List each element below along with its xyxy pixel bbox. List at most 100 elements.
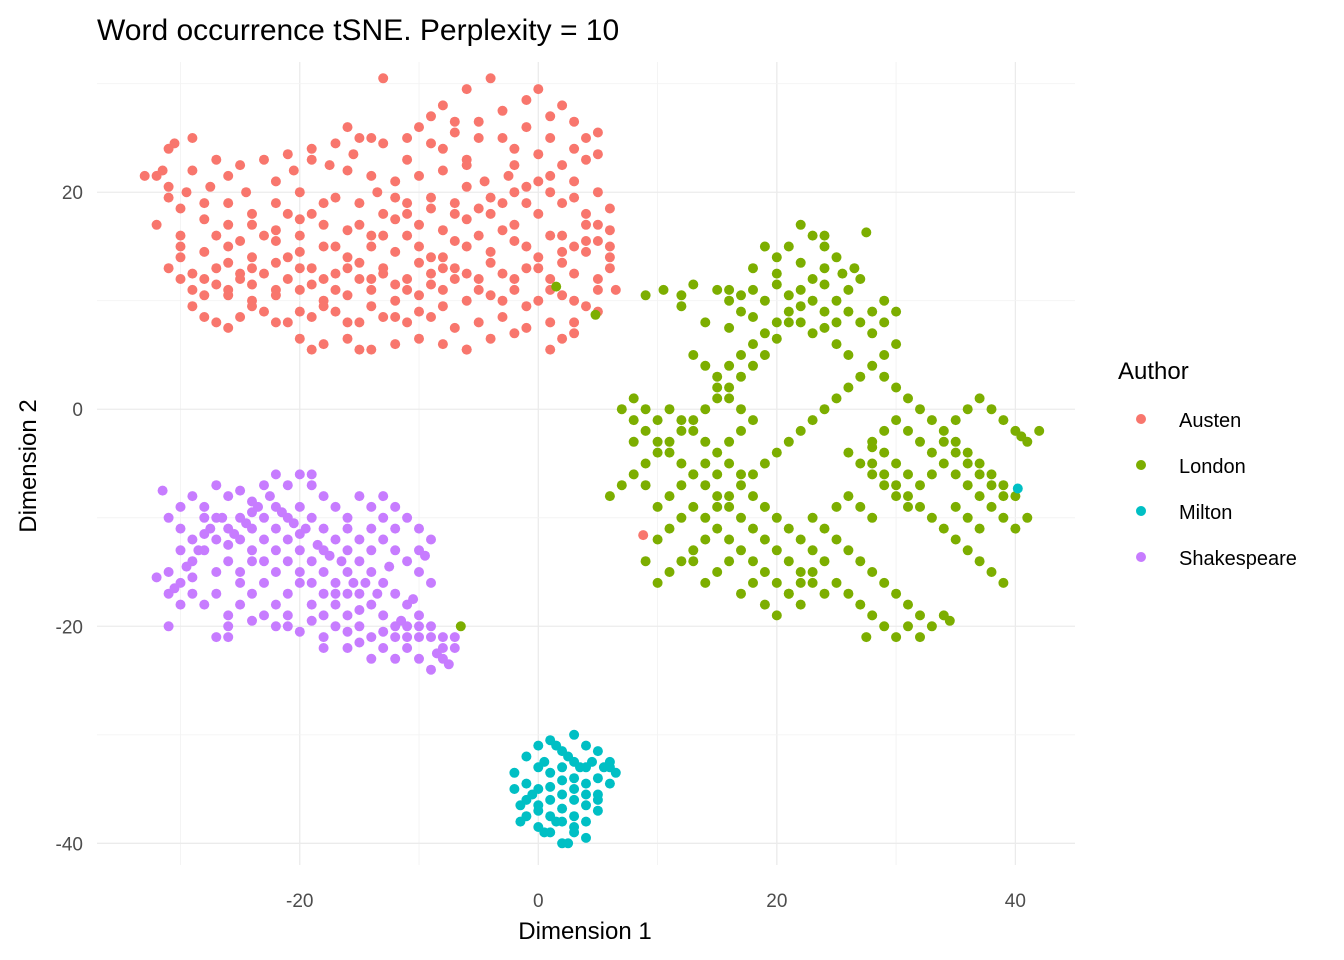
point-austen	[426, 252, 436, 263]
point-london	[795, 219, 806, 230]
point-shakespeare	[294, 567, 305, 577]
point-milton	[569, 794, 580, 805]
point-london	[807, 274, 818, 284]
point-austen	[402, 154, 413, 165]
point-london	[759, 567, 770, 577]
point-austen	[569, 192, 580, 203]
point-austen	[366, 241, 377, 252]
point-austen	[545, 170, 556, 181]
point-shakespeare	[187, 491, 198, 502]
point-london	[700, 436, 711, 447]
point-london	[795, 425, 806, 436]
point-austen	[223, 219, 234, 230]
point-austen	[503, 170, 514, 181]
point-austen	[509, 328, 520, 339]
point-austen	[545, 111, 556, 122]
point-shakespeare	[235, 577, 246, 588]
point-shakespeare	[187, 534, 198, 545]
point-austen	[270, 317, 281, 328]
point-london	[819, 322, 830, 333]
legend-key-austen	[1136, 414, 1146, 424]
point-austen	[318, 339, 329, 350]
point-london	[771, 317, 782, 328]
point-shakespeare	[330, 534, 341, 545]
point-london	[837, 268, 848, 279]
legend-items: Austen London Milton Shakespeare	[1136, 410, 1297, 570]
point-austen	[247, 263, 257, 274]
point-london	[640, 480, 651, 491]
point-london	[819, 230, 830, 241]
x-tick-label: -20	[286, 891, 313, 912]
point-austen	[461, 84, 472, 95]
point-london	[748, 577, 758, 588]
point-shakespeare	[366, 653, 377, 664]
point-austen	[402, 284, 413, 295]
point-london	[783, 436, 794, 447]
point-austen	[426, 268, 436, 279]
point-london	[652, 415, 663, 426]
point-shakespeare	[342, 588, 353, 599]
point-london	[551, 281, 562, 292]
point-london	[724, 436, 735, 447]
point-austen	[151, 219, 162, 230]
point-austen	[557, 160, 568, 171]
point-austen	[342, 165, 353, 176]
point-austen	[366, 344, 377, 355]
point-austen	[509, 143, 520, 154]
point-london	[974, 523, 985, 534]
point-london	[783, 588, 794, 599]
point-london	[831, 501, 842, 512]
point-austen	[378, 138, 389, 149]
point-austen	[414, 241, 424, 252]
point-milton	[569, 784, 580, 794]
point-austen	[557, 198, 568, 209]
point-shakespeare	[282, 534, 293, 545]
point-london	[819, 523, 830, 534]
point-austen	[342, 252, 353, 263]
point-shakespeare	[426, 621, 436, 632]
point-shakespeare	[294, 469, 305, 480]
point-london	[974, 458, 985, 469]
point-shakespeare	[294, 545, 305, 556]
point-austen	[306, 312, 317, 322]
point-austen	[199, 246, 210, 257]
point-austen	[509, 284, 520, 295]
point-austen	[473, 116, 484, 127]
point-austen	[294, 187, 305, 198]
point-milton	[509, 767, 520, 778]
point-austen	[402, 230, 413, 241]
point-london	[712, 382, 723, 393]
point-austen	[533, 208, 544, 219]
point-austen	[235, 160, 246, 171]
point-austen	[223, 257, 234, 268]
point-austen	[390, 295, 401, 306]
point-london	[795, 284, 806, 295]
point-austen	[592, 274, 603, 284]
point-shakespeare	[378, 626, 389, 637]
point-austen	[306, 263, 317, 274]
point-austen	[187, 133, 198, 143]
point-london	[843, 588, 854, 599]
point-london	[903, 469, 913, 480]
point-austen	[235, 236, 246, 246]
point-london	[664, 436, 675, 447]
point-london	[879, 317, 890, 328]
point-austen	[581, 219, 591, 230]
point-london	[962, 458, 973, 469]
point-shakespeare	[348, 577, 359, 588]
point-austen	[581, 154, 591, 165]
point-austen	[330, 268, 341, 279]
point-london	[676, 301, 687, 312]
point-london	[771, 279, 782, 290]
point-london	[831, 339, 842, 350]
point-milton	[581, 816, 591, 827]
point-london	[688, 350, 699, 360]
point-milton	[592, 746, 603, 757]
point-shakespeare	[288, 518, 299, 529]
point-shakespeare	[306, 615, 317, 626]
point-austen	[426, 111, 436, 122]
point-milton	[557, 762, 568, 773]
point-london	[640, 290, 651, 301]
point-london	[819, 263, 830, 274]
point-austen	[473, 284, 484, 295]
